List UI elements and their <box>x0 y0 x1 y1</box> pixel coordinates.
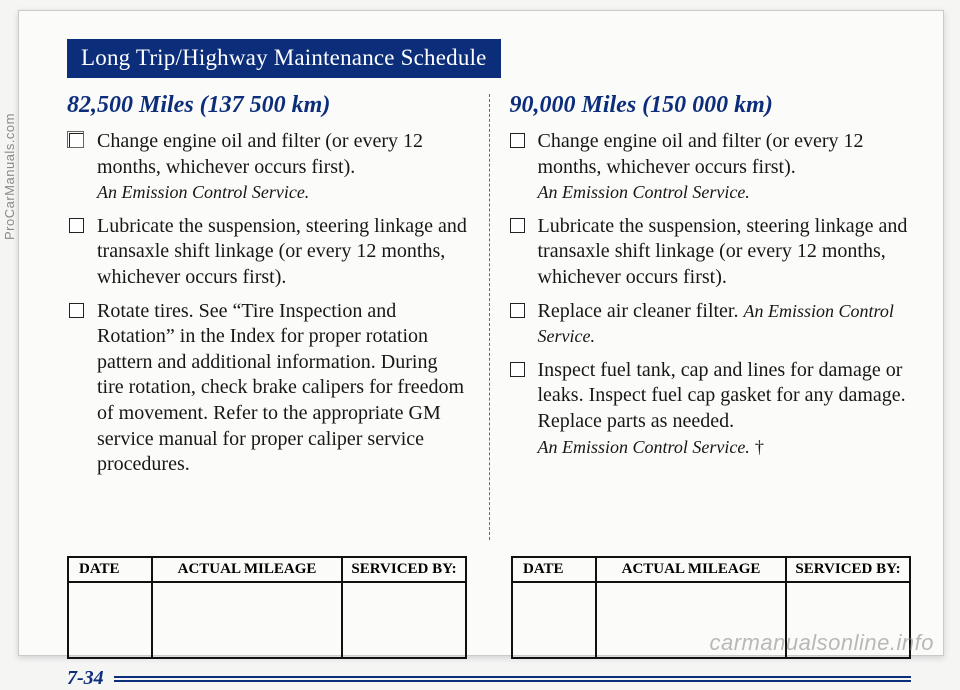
service-record-table: DATE ACTUAL MILEAGE SERVICED BY: <box>67 556 467 659</box>
right-mileage-heading: 90,000 Miles (150 000 km) <box>510 92 912 119</box>
table-header-mileage: ACTUAL MILEAGE <box>596 557 786 582</box>
checkbox-icon <box>510 133 525 148</box>
item-text: Inspect fuel tank, cap and lines for dam… <box>538 359 906 432</box>
item-text: Replace air cleaner filter. <box>538 300 739 322</box>
dagger-mark: † <box>755 437 764 457</box>
maintenance-item: Rotate tires. See “Tire Inspection and R… <box>67 299 469 478</box>
maintenance-item: Lubricate the suspension, steering linka… <box>67 214 469 291</box>
maintenance-item: Change engine oil and filter (or every 1… <box>67 129 469 206</box>
page-footer: 7-34 <box>67 667 911 690</box>
maintenance-item: Change engine oil and filter (or every 1… <box>510 129 912 206</box>
table-cell <box>68 582 152 658</box>
left-items: Change engine oil and filter (or every 1… <box>67 129 469 478</box>
checkbox-icon <box>510 362 525 377</box>
table-header-serviced: SERVICED BY: <box>342 557 466 582</box>
manual-page: Long Trip/Highway Maintenance Schedule 8… <box>18 10 944 656</box>
left-column: 82,500 Miles (137 500 km) Change engine … <box>67 92 469 550</box>
checkbox-icon <box>510 218 525 233</box>
maintenance-item: Replace air cleaner filter. An Emission … <box>510 299 912 350</box>
table-header-date: DATE <box>512 557 596 582</box>
item-text: Lubricate the suspension, steering linka… <box>538 215 908 288</box>
table-row <box>68 582 466 658</box>
emission-note: An Emission Control Service. <box>97 182 309 202</box>
table-header-serviced: SERVICED BY: <box>786 557 910 582</box>
item-text: Change engine oil and filter (or every 1… <box>538 130 864 178</box>
right-column: 90,000 Miles (150 000 km) Change engine … <box>510 92 912 550</box>
table-header-date: DATE <box>68 557 152 582</box>
section-title-bar: Long Trip/Highway Maintenance Schedule <box>67 39 501 78</box>
emission-note: An Emission Control Service. <box>538 182 750 202</box>
two-column-layout: 82,500 Miles (137 500 km) Change engine … <box>67 92 911 550</box>
item-text: Change engine oil and filter (or every 1… <box>97 130 423 178</box>
emission-note: An Emission Control Service. <box>538 437 750 457</box>
right-items: Change engine oil and filter (or every 1… <box>510 129 912 460</box>
table-cell <box>342 582 466 658</box>
checkbox-icon <box>69 303 84 318</box>
left-mileage-heading: 82,500 Miles (137 500 km) <box>67 92 469 119</box>
table-header-mileage: ACTUAL MILEAGE <box>152 557 342 582</box>
footer-rule-lines <box>114 676 911 682</box>
maintenance-item: Lubricate the suspension, steering linka… <box>510 214 912 291</box>
checkbox-icon <box>69 218 84 233</box>
table-cell <box>152 582 342 658</box>
side-source-label: ProCarManuals.com <box>2 113 17 240</box>
record-table-left-wrap: DATE ACTUAL MILEAGE SERVICED BY: <box>67 550 467 659</box>
page-number: 7-34 <box>67 667 104 690</box>
maintenance-item: Inspect fuel tank, cap and lines for dam… <box>510 358 912 460</box>
item-text: Lubricate the suspension, steering linka… <box>97 215 467 288</box>
item-text: Rotate tires. See “Tire Inspection and R… <box>97 300 464 476</box>
checkbox-icon <box>69 133 84 148</box>
table-cell <box>512 582 596 658</box>
watermark-label: carmanualsonline.info <box>709 630 934 656</box>
checkbox-icon <box>510 303 525 318</box>
column-divider <box>489 94 490 540</box>
